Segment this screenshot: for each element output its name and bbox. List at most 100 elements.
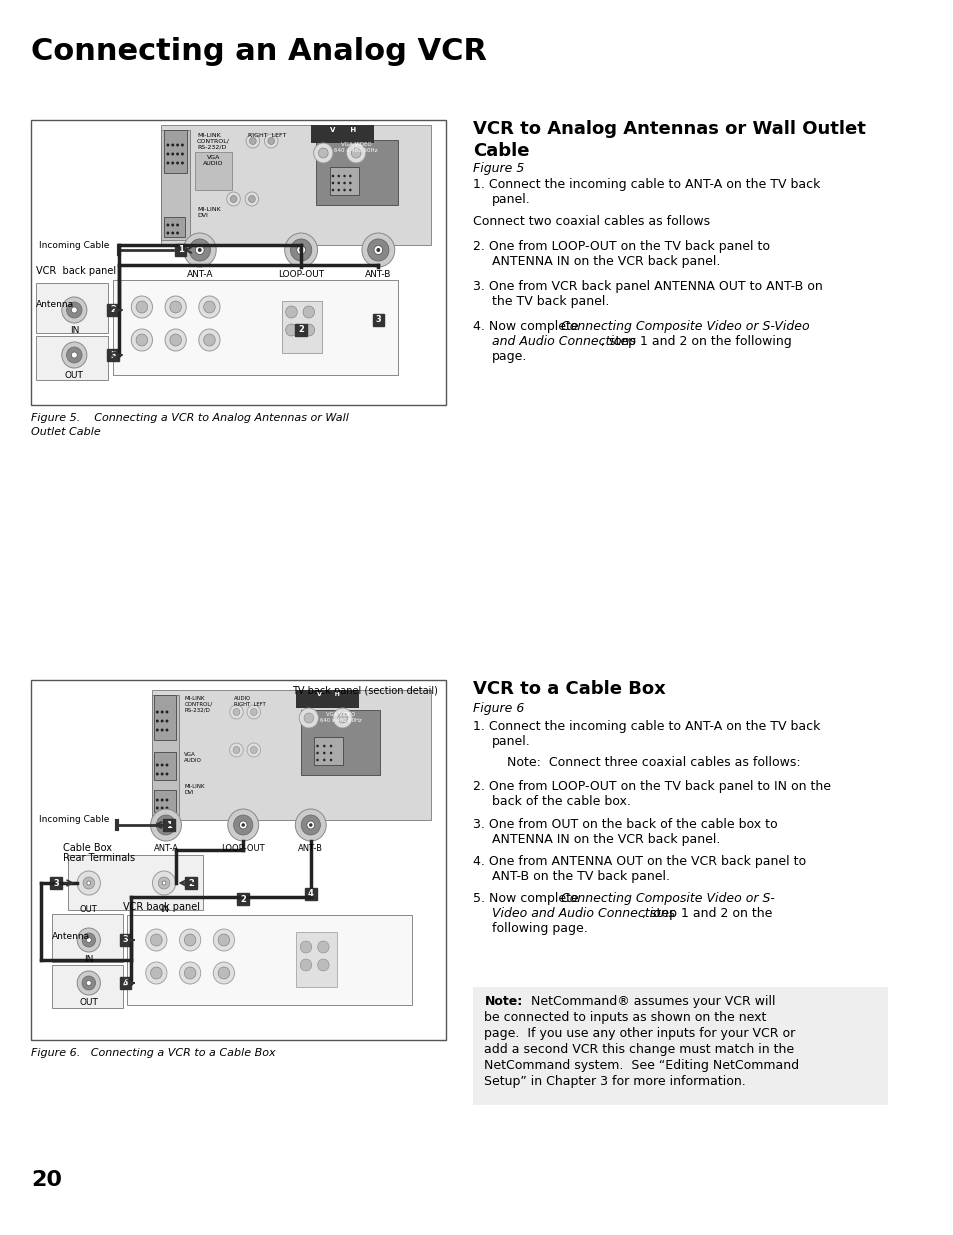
Circle shape bbox=[376, 248, 380, 252]
Circle shape bbox=[230, 195, 236, 203]
Bar bbox=[315, 140, 397, 205]
Bar bbox=[154, 752, 175, 781]
Circle shape bbox=[337, 174, 339, 178]
Circle shape bbox=[230, 705, 243, 719]
Circle shape bbox=[251, 709, 257, 715]
Text: VCR to Analog Antennas or Wall Outlet: VCR to Analog Antennas or Wall Outlet bbox=[473, 120, 865, 138]
Circle shape bbox=[176, 143, 179, 147]
Bar bbox=[35, 283, 108, 333]
Bar bbox=[68, 855, 202, 910]
Circle shape bbox=[295, 809, 326, 841]
Circle shape bbox=[179, 962, 200, 984]
Circle shape bbox=[160, 806, 163, 809]
Circle shape bbox=[82, 976, 95, 990]
Text: RIGHT  LEFT: RIGHT LEFT bbox=[248, 133, 286, 138]
Text: OUT: OUT bbox=[80, 905, 97, 914]
Circle shape bbox=[83, 877, 94, 889]
Text: 1: 1 bbox=[166, 820, 172, 830]
Circle shape bbox=[87, 881, 91, 885]
Circle shape bbox=[167, 224, 170, 226]
Text: NetCommand® assumes your VCR will: NetCommand® assumes your VCR will bbox=[526, 995, 775, 1008]
Circle shape bbox=[361, 233, 395, 267]
Text: Connecting an Analog VCR: Connecting an Analog VCR bbox=[30, 37, 486, 65]
Text: Connect two coaxial cables as follows: Connect two coaxial cables as follows bbox=[473, 215, 709, 228]
Bar bbox=[152, 690, 431, 820]
FancyBboxPatch shape bbox=[174, 245, 186, 256]
Circle shape bbox=[195, 246, 204, 254]
Circle shape bbox=[330, 758, 332, 761]
Text: 20: 20 bbox=[30, 1170, 62, 1191]
Circle shape bbox=[155, 763, 158, 767]
Circle shape bbox=[62, 342, 87, 368]
Circle shape bbox=[167, 162, 170, 164]
Circle shape bbox=[245, 191, 258, 206]
Circle shape bbox=[160, 729, 163, 731]
Text: 2. One from LOOP-OUT on the TV back panel to IN on the: 2. One from LOOP-OUT on the TV back pane… bbox=[473, 781, 830, 793]
Bar bbox=[194, 152, 232, 190]
Circle shape bbox=[184, 967, 195, 979]
Circle shape bbox=[165, 763, 169, 767]
Bar bbox=[281, 301, 322, 353]
Text: Figure 5: Figure 5 bbox=[473, 162, 524, 175]
Text: MI-LINK
DVI: MI-LINK DVI bbox=[184, 784, 205, 795]
Circle shape bbox=[309, 824, 313, 826]
Circle shape bbox=[181, 143, 184, 147]
Circle shape bbox=[332, 182, 334, 184]
Circle shape bbox=[172, 143, 174, 147]
Circle shape bbox=[300, 960, 312, 971]
Text: ANT-B: ANT-B bbox=[298, 844, 323, 853]
Bar bbox=[112, 280, 397, 375]
Circle shape bbox=[337, 182, 339, 184]
Circle shape bbox=[239, 821, 247, 829]
Circle shape bbox=[251, 746, 257, 753]
FancyBboxPatch shape bbox=[237, 893, 249, 905]
Circle shape bbox=[316, 752, 318, 755]
Circle shape bbox=[151, 934, 162, 946]
Circle shape bbox=[303, 306, 314, 317]
Circle shape bbox=[155, 806, 158, 809]
Circle shape bbox=[316, 758, 318, 761]
Text: ANT-B: ANT-B bbox=[365, 270, 391, 279]
Text: page.  If you use any other inputs for your VCR or: page. If you use any other inputs for yo… bbox=[484, 1028, 795, 1040]
Circle shape bbox=[167, 231, 170, 235]
FancyBboxPatch shape bbox=[107, 350, 118, 361]
Circle shape bbox=[167, 152, 170, 156]
Text: Rear Terminals: Rear Terminals bbox=[63, 853, 134, 863]
Circle shape bbox=[332, 174, 334, 178]
Bar bbox=[301, 710, 380, 776]
Circle shape bbox=[198, 329, 220, 351]
Bar bbox=[154, 695, 175, 740]
Text: ANT-A: ANT-A bbox=[153, 844, 178, 853]
Bar bbox=[296, 690, 358, 708]
Circle shape bbox=[230, 743, 243, 757]
Text: add a second VCR this change must match in the: add a second VCR this change must match … bbox=[484, 1044, 794, 1056]
Circle shape bbox=[218, 967, 230, 979]
Bar bbox=[296, 932, 336, 987]
FancyBboxPatch shape bbox=[372, 314, 384, 326]
Circle shape bbox=[323, 758, 325, 761]
Circle shape bbox=[181, 152, 184, 156]
Text: VGA VIDEO
640 x 480 60Hz: VGA VIDEO 640 x 480 60Hz bbox=[319, 713, 361, 722]
Bar bbox=[152, 695, 178, 815]
Circle shape bbox=[151, 967, 162, 979]
Text: MI-LINK
CONTROL/
RS-232/D: MI-LINK CONTROL/ RS-232/D bbox=[196, 133, 230, 149]
Circle shape bbox=[343, 189, 345, 191]
Circle shape bbox=[299, 248, 303, 252]
Bar bbox=[161, 125, 431, 245]
Circle shape bbox=[300, 941, 312, 953]
Text: 2: 2 bbox=[298, 326, 304, 335]
Circle shape bbox=[172, 152, 174, 156]
Circle shape bbox=[213, 929, 234, 951]
Circle shape bbox=[314, 143, 333, 163]
Circle shape bbox=[172, 231, 174, 235]
Text: OUT: OUT bbox=[65, 370, 84, 380]
Text: VCR back panel: VCR back panel bbox=[122, 902, 199, 911]
Text: 2: 2 bbox=[240, 894, 246, 904]
Text: VGA VIDEO
640 x 480 60Hz: VGA VIDEO 640 x 480 60Hz bbox=[335, 142, 377, 153]
Circle shape bbox=[155, 729, 158, 731]
Circle shape bbox=[165, 329, 186, 351]
Circle shape bbox=[333, 708, 352, 727]
Circle shape bbox=[155, 773, 158, 776]
Circle shape bbox=[332, 189, 334, 191]
Circle shape bbox=[151, 809, 181, 841]
